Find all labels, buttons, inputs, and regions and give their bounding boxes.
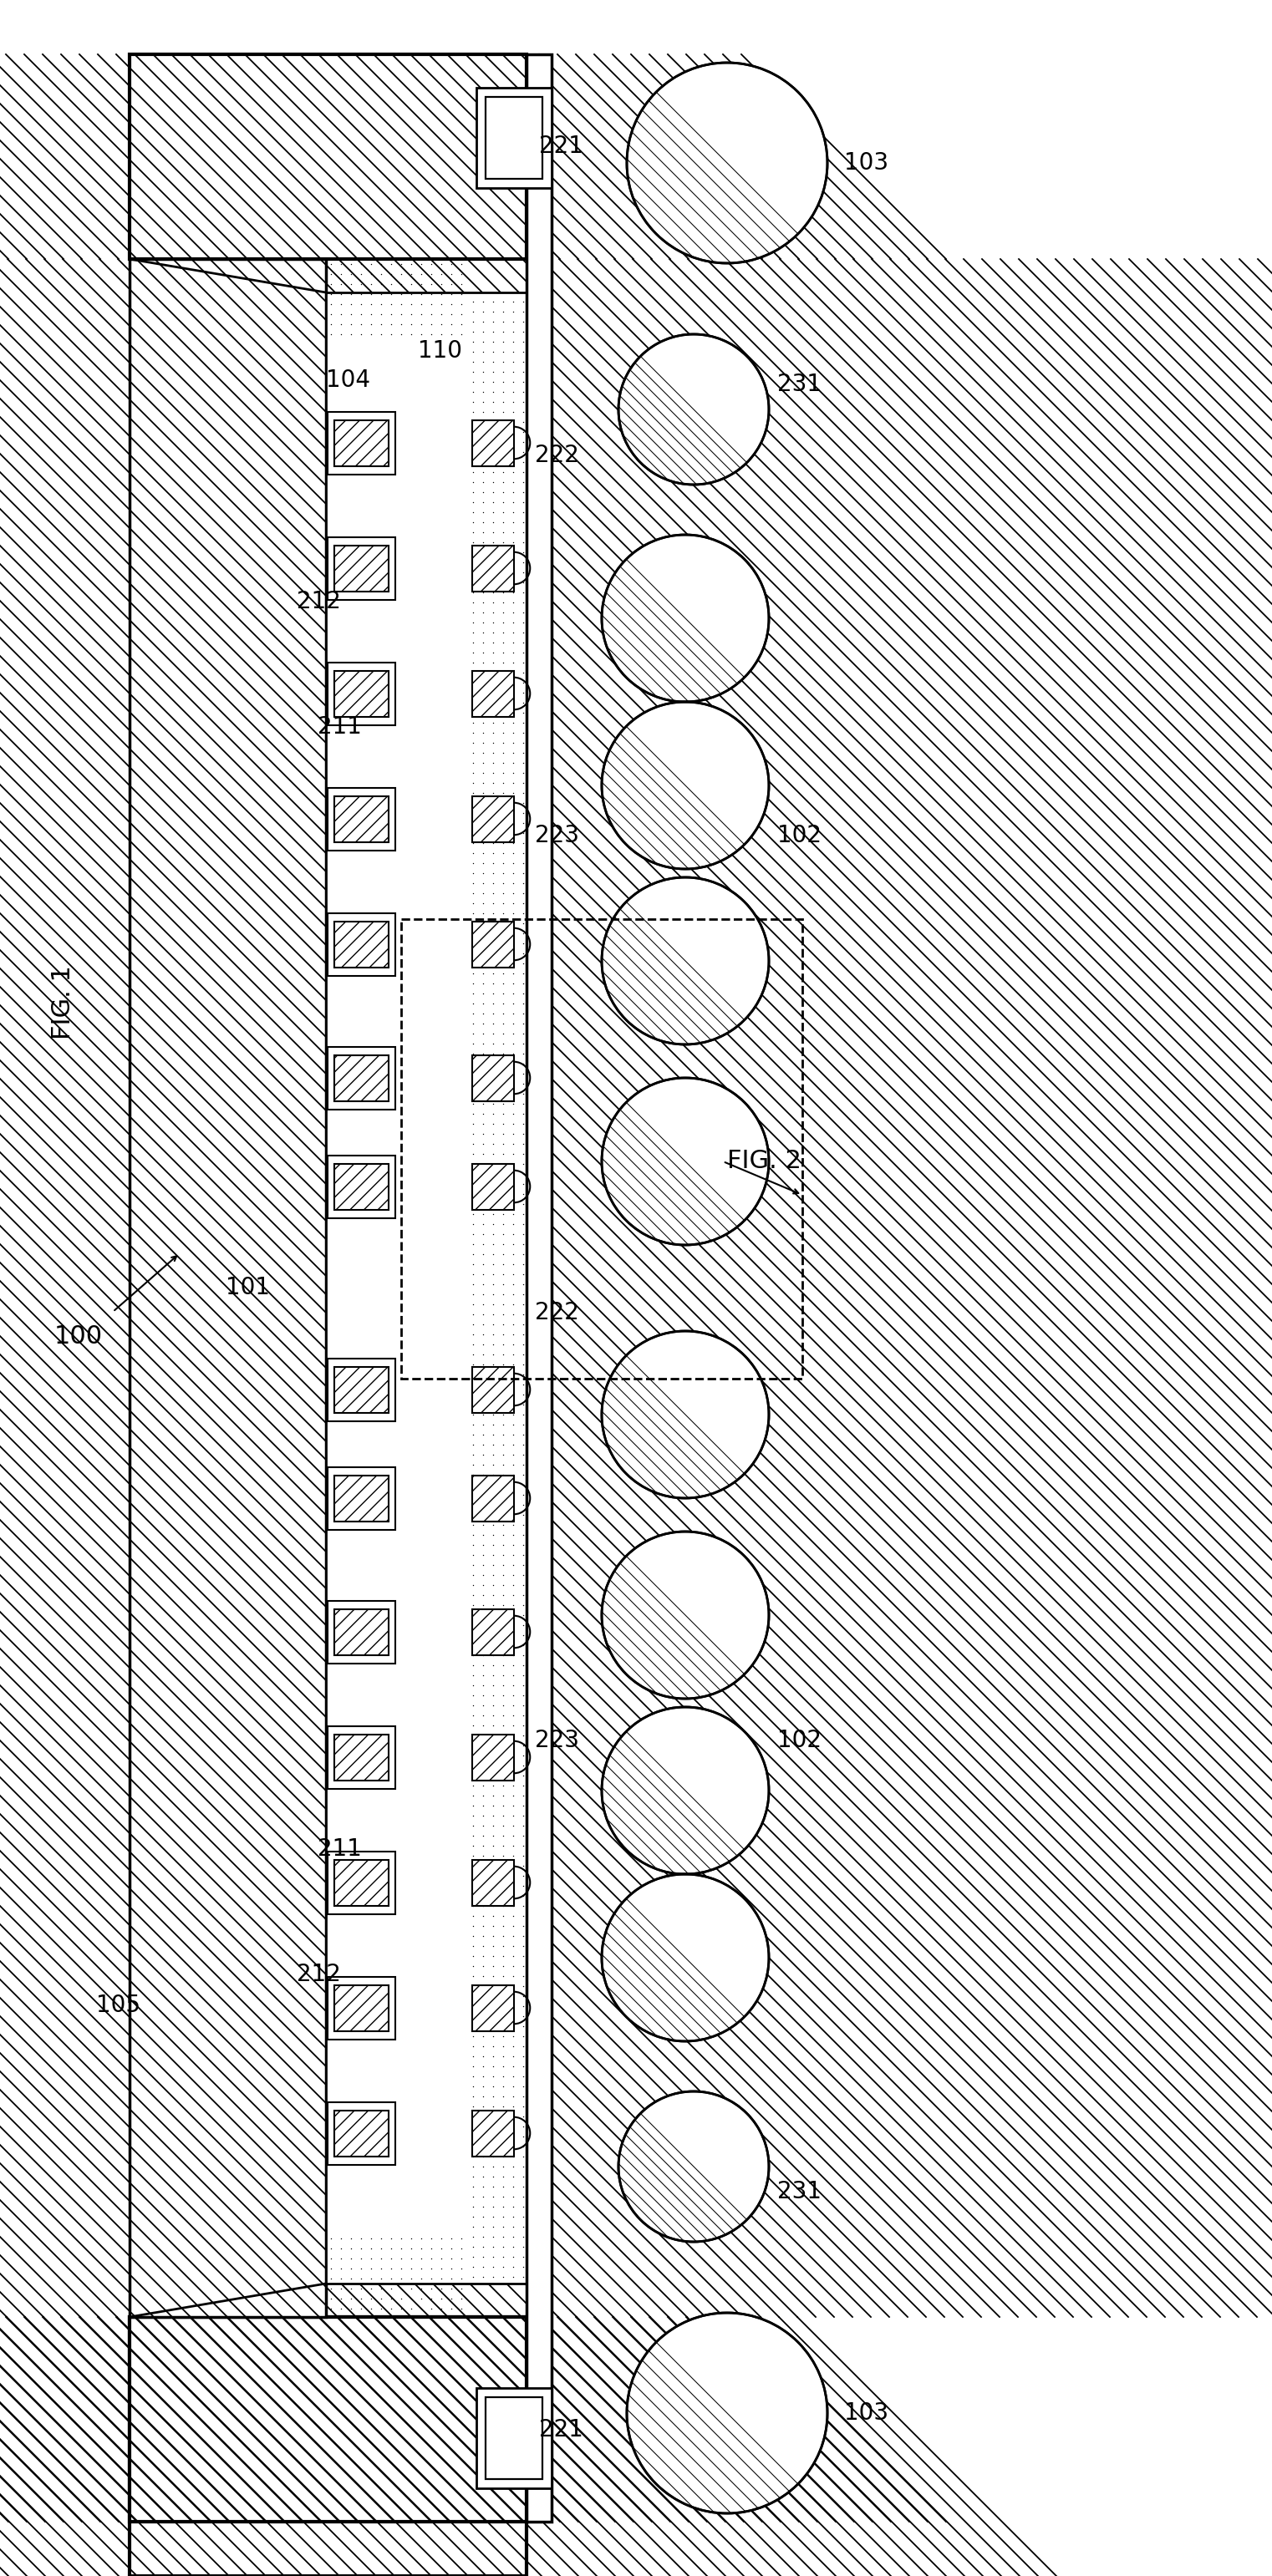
Bar bbox=[328, 1726, 396, 1788]
Bar bbox=[328, 1046, 396, 1110]
Bar bbox=[130, 2316, 527, 2522]
Bar bbox=[472, 1365, 514, 1412]
Bar bbox=[335, 1986, 389, 2030]
Text: 105: 105 bbox=[97, 1994, 140, 2017]
Bar bbox=[335, 1164, 389, 1211]
PathPatch shape bbox=[602, 701, 768, 868]
Text: 102: 102 bbox=[777, 1728, 822, 1752]
Text: 100: 100 bbox=[55, 1324, 103, 1350]
Bar bbox=[335, 922, 389, 966]
Text: FIG. 2: FIG. 2 bbox=[728, 1149, 801, 1175]
Bar bbox=[477, 2388, 552, 2488]
Bar bbox=[335, 670, 389, 716]
Text: 222: 222 bbox=[534, 443, 579, 466]
Text: 101: 101 bbox=[225, 1275, 270, 1298]
Bar bbox=[472, 546, 514, 590]
Bar bbox=[472, 1164, 514, 1211]
Bar bbox=[472, 1734, 514, 1780]
Bar bbox=[472, 922, 514, 966]
Bar bbox=[130, 54, 527, 260]
Bar bbox=[328, 1358, 396, 1422]
Bar bbox=[472, 796, 514, 842]
PathPatch shape bbox=[627, 62, 827, 263]
Text: 103: 103 bbox=[845, 2401, 889, 2424]
Bar bbox=[335, 1860, 389, 1906]
Text: 102: 102 bbox=[777, 824, 822, 848]
Bar bbox=[472, 2110, 514, 2156]
Text: 221: 221 bbox=[539, 134, 584, 157]
Bar bbox=[328, 662, 396, 724]
Bar bbox=[335, 546, 389, 590]
PathPatch shape bbox=[602, 1533, 768, 1698]
Bar bbox=[472, 1056, 514, 1100]
Bar bbox=[328, 912, 396, 976]
Bar bbox=[472, 420, 514, 466]
Bar bbox=[328, 2102, 396, 2164]
Bar bbox=[477, 88, 552, 188]
PathPatch shape bbox=[602, 1077, 768, 1244]
Bar bbox=[328, 1154, 396, 1218]
Text: 231: 231 bbox=[777, 374, 822, 397]
Bar bbox=[335, 420, 389, 466]
Text: 211: 211 bbox=[318, 716, 361, 739]
Bar bbox=[472, 1476, 514, 1520]
Bar bbox=[328, 788, 396, 850]
Text: 103: 103 bbox=[845, 152, 889, 175]
PathPatch shape bbox=[602, 1875, 768, 2040]
PathPatch shape bbox=[618, 335, 768, 484]
Bar bbox=[328, 1466, 396, 1530]
Bar bbox=[486, 98, 543, 178]
Bar bbox=[335, 2110, 389, 2156]
Text: FIG. 1: FIG. 1 bbox=[51, 966, 75, 1041]
Bar bbox=[335, 1056, 389, 1100]
Bar bbox=[527, 54, 552, 2522]
Bar bbox=[401, 920, 803, 1378]
Text: 231: 231 bbox=[777, 2179, 822, 2202]
Bar bbox=[335, 1734, 389, 1780]
Bar bbox=[472, 1860, 514, 1906]
Bar bbox=[328, 412, 396, 474]
Text: 222: 222 bbox=[534, 1301, 579, 1324]
Text: 223: 223 bbox=[534, 1728, 579, 1752]
Bar bbox=[472, 1986, 514, 2030]
Text: 110: 110 bbox=[418, 340, 462, 363]
Bar bbox=[335, 1610, 389, 1654]
Text: 221: 221 bbox=[539, 2419, 584, 2442]
PathPatch shape bbox=[618, 2092, 768, 2241]
Bar bbox=[335, 1365, 389, 1412]
PathPatch shape bbox=[602, 878, 768, 1043]
PathPatch shape bbox=[602, 536, 768, 701]
Bar bbox=[335, 1476, 389, 1520]
Bar bbox=[328, 536, 396, 600]
Text: 212: 212 bbox=[296, 1963, 341, 1986]
Text: 104: 104 bbox=[326, 368, 370, 392]
Bar bbox=[328, 1600, 396, 1664]
Bar bbox=[472, 670, 514, 716]
PathPatch shape bbox=[627, 2313, 827, 2514]
Text: 211: 211 bbox=[318, 1837, 361, 1860]
Bar bbox=[130, 2316, 527, 2576]
PathPatch shape bbox=[602, 1708, 768, 1875]
Text: 212: 212 bbox=[296, 590, 341, 613]
Bar bbox=[328, 1852, 396, 1914]
Bar bbox=[486, 2398, 543, 2478]
Bar bbox=[335, 796, 389, 842]
Text: 223: 223 bbox=[534, 824, 579, 848]
PathPatch shape bbox=[602, 1332, 768, 1499]
Bar bbox=[472, 1610, 514, 1654]
Bar bbox=[326, 294, 527, 2282]
Bar bbox=[328, 1976, 396, 2040]
Bar bbox=[130, 260, 326, 2316]
